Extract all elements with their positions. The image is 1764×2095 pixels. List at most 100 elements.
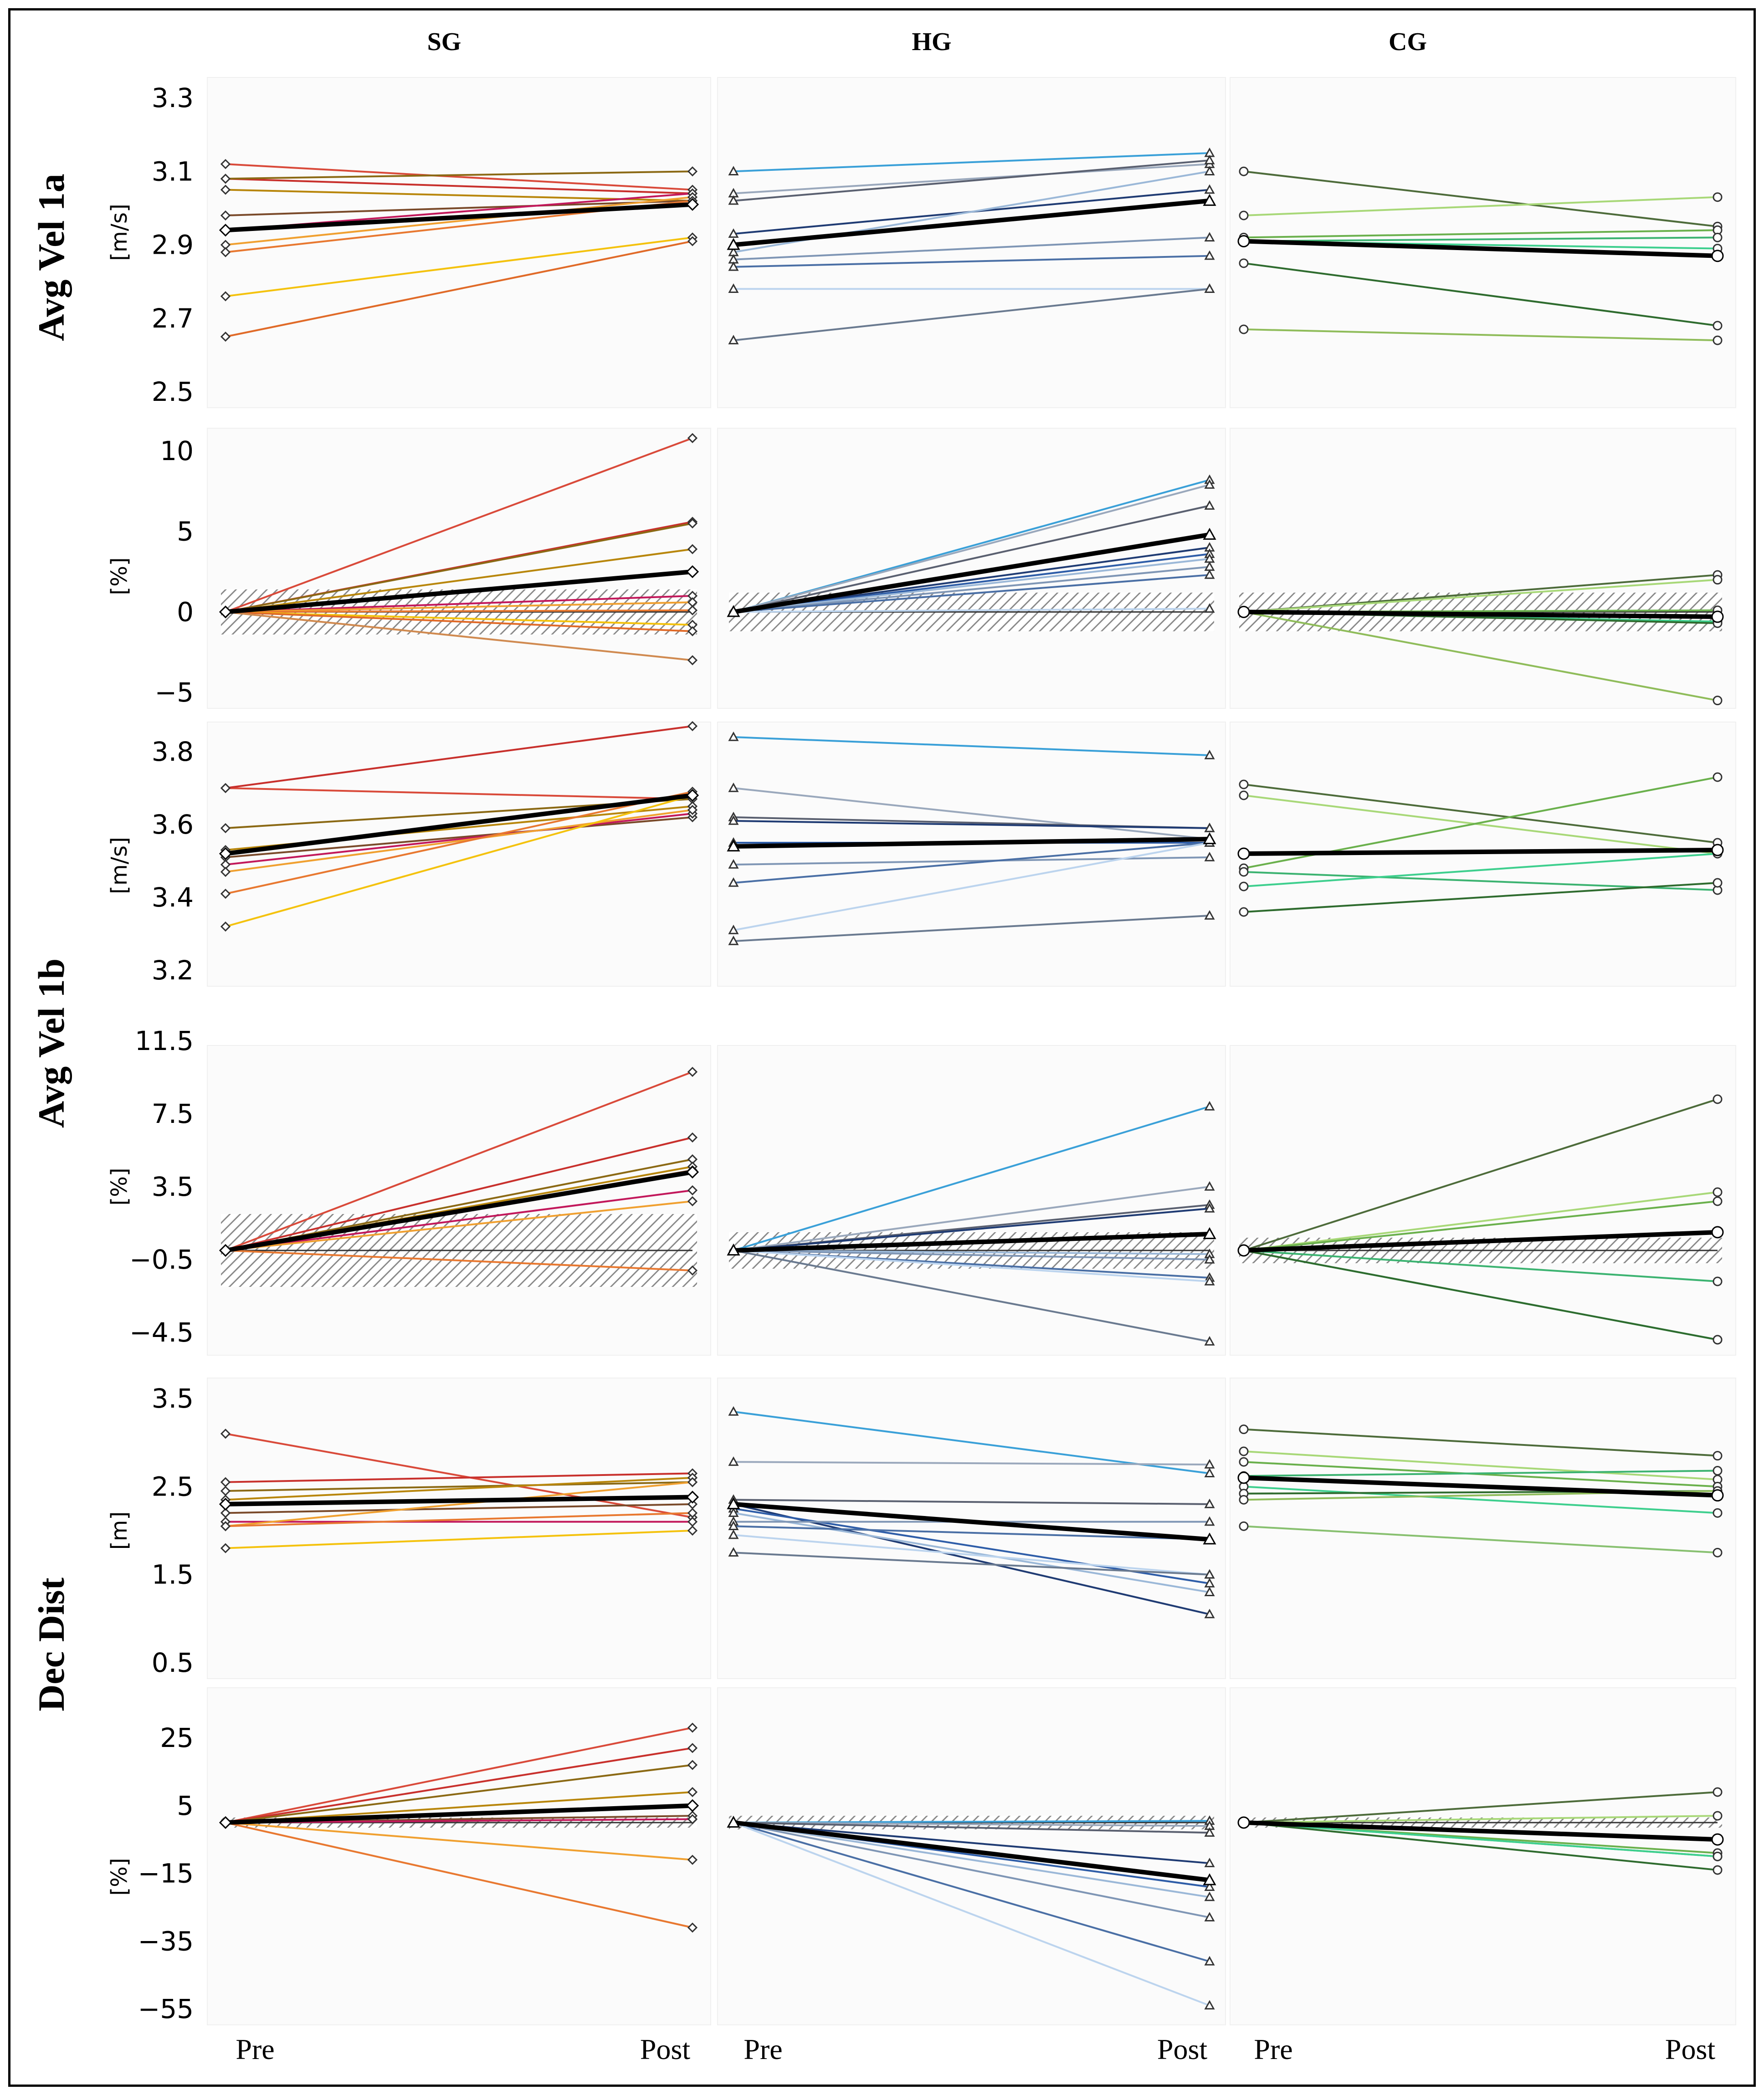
post-marker [1204, 1516, 1215, 1526]
y-tick-label: 2.7 [152, 303, 194, 334]
subject-line [733, 842, 1210, 931]
pre-marker [220, 210, 231, 221]
mean-post-marker [1203, 1227, 1216, 1240]
post-marker [1713, 1094, 1723, 1104]
panel-bg-vel1a_pct-hg [717, 428, 1226, 709]
y-tick-label: 11.5 [135, 1025, 194, 1056]
panel-bg-dec_abs-cg [1230, 1378, 1736, 1679]
mean-post-marker [1203, 1873, 1216, 1885]
subject-line [733, 1534, 1210, 1576]
group-mean-line [733, 1820, 1210, 1883]
series-group-dec_abs-sg [219, 1429, 699, 1553]
pre-marker [728, 1529, 739, 1539]
y-tick-label: 2.9 [152, 230, 194, 261]
subject-line [225, 1530, 693, 1549]
y-unit-label: [m] [107, 1511, 132, 1550]
post-marker [1713, 1787, 1723, 1797]
pre-marker [728, 1521, 739, 1531]
y-tick-label: −35 [138, 1926, 194, 1957]
subject-line [225, 1477, 693, 1501]
group-mean-line [225, 569, 693, 615]
mean-pre-marker [1237, 1816, 1250, 1829]
post-marker [1204, 1956, 1215, 1966]
post-marker [1204, 749, 1215, 759]
mean-post-marker [1711, 610, 1724, 623]
post-marker [1204, 500, 1215, 510]
subject-line [1243, 1191, 1718, 1251]
subject-line [1243, 328, 1718, 342]
panel-backgrounds [207, 77, 1736, 2025]
subject-line [733, 1552, 1210, 1576]
subject-line [733, 1821, 1210, 1898]
post-marker [687, 655, 698, 666]
subject-line [1243, 794, 1718, 855]
data-lines [219, 147, 1724, 2010]
pre-marker [728, 1547, 739, 1557]
post-marker [1204, 1101, 1215, 1111]
post-marker [1204, 1891, 1215, 1901]
post-marker [1713, 878, 1723, 888]
subject-line [733, 1411, 1210, 1475]
y-tick-label: 3.6 [152, 809, 194, 840]
pre-marker [1239, 258, 1249, 268]
post-marker [687, 804, 698, 815]
subject-line [1243, 1525, 1718, 1554]
group-mean-line [225, 1495, 693, 1506]
subject-line [225, 163, 693, 191]
subject-line [225, 1764, 693, 1824]
pre-marker [220, 159, 231, 169]
subject-line [733, 736, 1210, 756]
y-tick-label: 1.5 [152, 1559, 194, 1590]
subject-line [733, 288, 1210, 342]
post-marker [1713, 1187, 1723, 1197]
subject-line [1243, 262, 1718, 327]
post-marker [687, 1743, 698, 1753]
mean-pre-marker [727, 605, 740, 617]
panel-bg-vel1b_pct-cg [1230, 1045, 1736, 1356]
post-marker [1204, 569, 1215, 579]
post-marker [1713, 1547, 1723, 1557]
post-marker [1713, 1508, 1723, 1518]
post-marker [687, 1185, 698, 1196]
x-label-pre-hg: Pre [744, 2033, 782, 2065]
subject-line [733, 1499, 1210, 1505]
post-marker [687, 605, 698, 615]
column-header-sg: SG [427, 28, 462, 56]
post-marker [1713, 1196, 1723, 1206]
subject-line [1243, 853, 1718, 887]
subject-line [225, 1821, 693, 1929]
mean-pre-marker [1237, 605, 1250, 618]
pre-marker [1239, 867, 1249, 877]
subject-line [733, 1186, 1210, 1251]
post-marker [1204, 1827, 1215, 1837]
pre-marker [728, 1406, 739, 1416]
panel-bg-dec_pct-cg [1230, 1687, 1736, 2025]
series-group-dec_abs-hg [727, 1406, 1216, 1619]
panel-bg-vel1b_abs-sg [207, 722, 711, 987]
y-tick-label: −5 [155, 677, 194, 708]
y-tick-label: 3.3 [152, 82, 194, 113]
post-marker [1713, 321, 1723, 331]
panel-bg-vel1b_pct-hg [717, 1045, 1226, 1356]
subject-line [1243, 1250, 1718, 1282]
subject-line [1243, 1821, 1718, 1858]
subject-line [733, 1461, 1210, 1465]
subject-line [225, 595, 693, 613]
panel-bg-vel1a_abs-sg [207, 77, 711, 408]
post-marker [1713, 1811, 1723, 1821]
post-marker [687, 236, 698, 246]
mean-post-marker [1203, 1532, 1216, 1545]
subject-line [1243, 1815, 1718, 1824]
post-marker [687, 166, 698, 177]
post-marker [687, 1922, 698, 1933]
figure-frame [8, 8, 1756, 2087]
axis-text: SG HG CG Avg Vel 1a Avg Vel 1b Dec Dist Pre Pos… [31, 28, 1715, 2065]
subject-line [733, 915, 1210, 942]
subject-line [225, 1747, 693, 1824]
post-marker [1713, 696, 1723, 706]
group-mean-line [733, 837, 1210, 849]
pre-marker [728, 935, 739, 945]
mean-pre-marker [1237, 847, 1250, 860]
post-marker [1204, 283, 1215, 293]
subject-line [225, 1071, 693, 1251]
